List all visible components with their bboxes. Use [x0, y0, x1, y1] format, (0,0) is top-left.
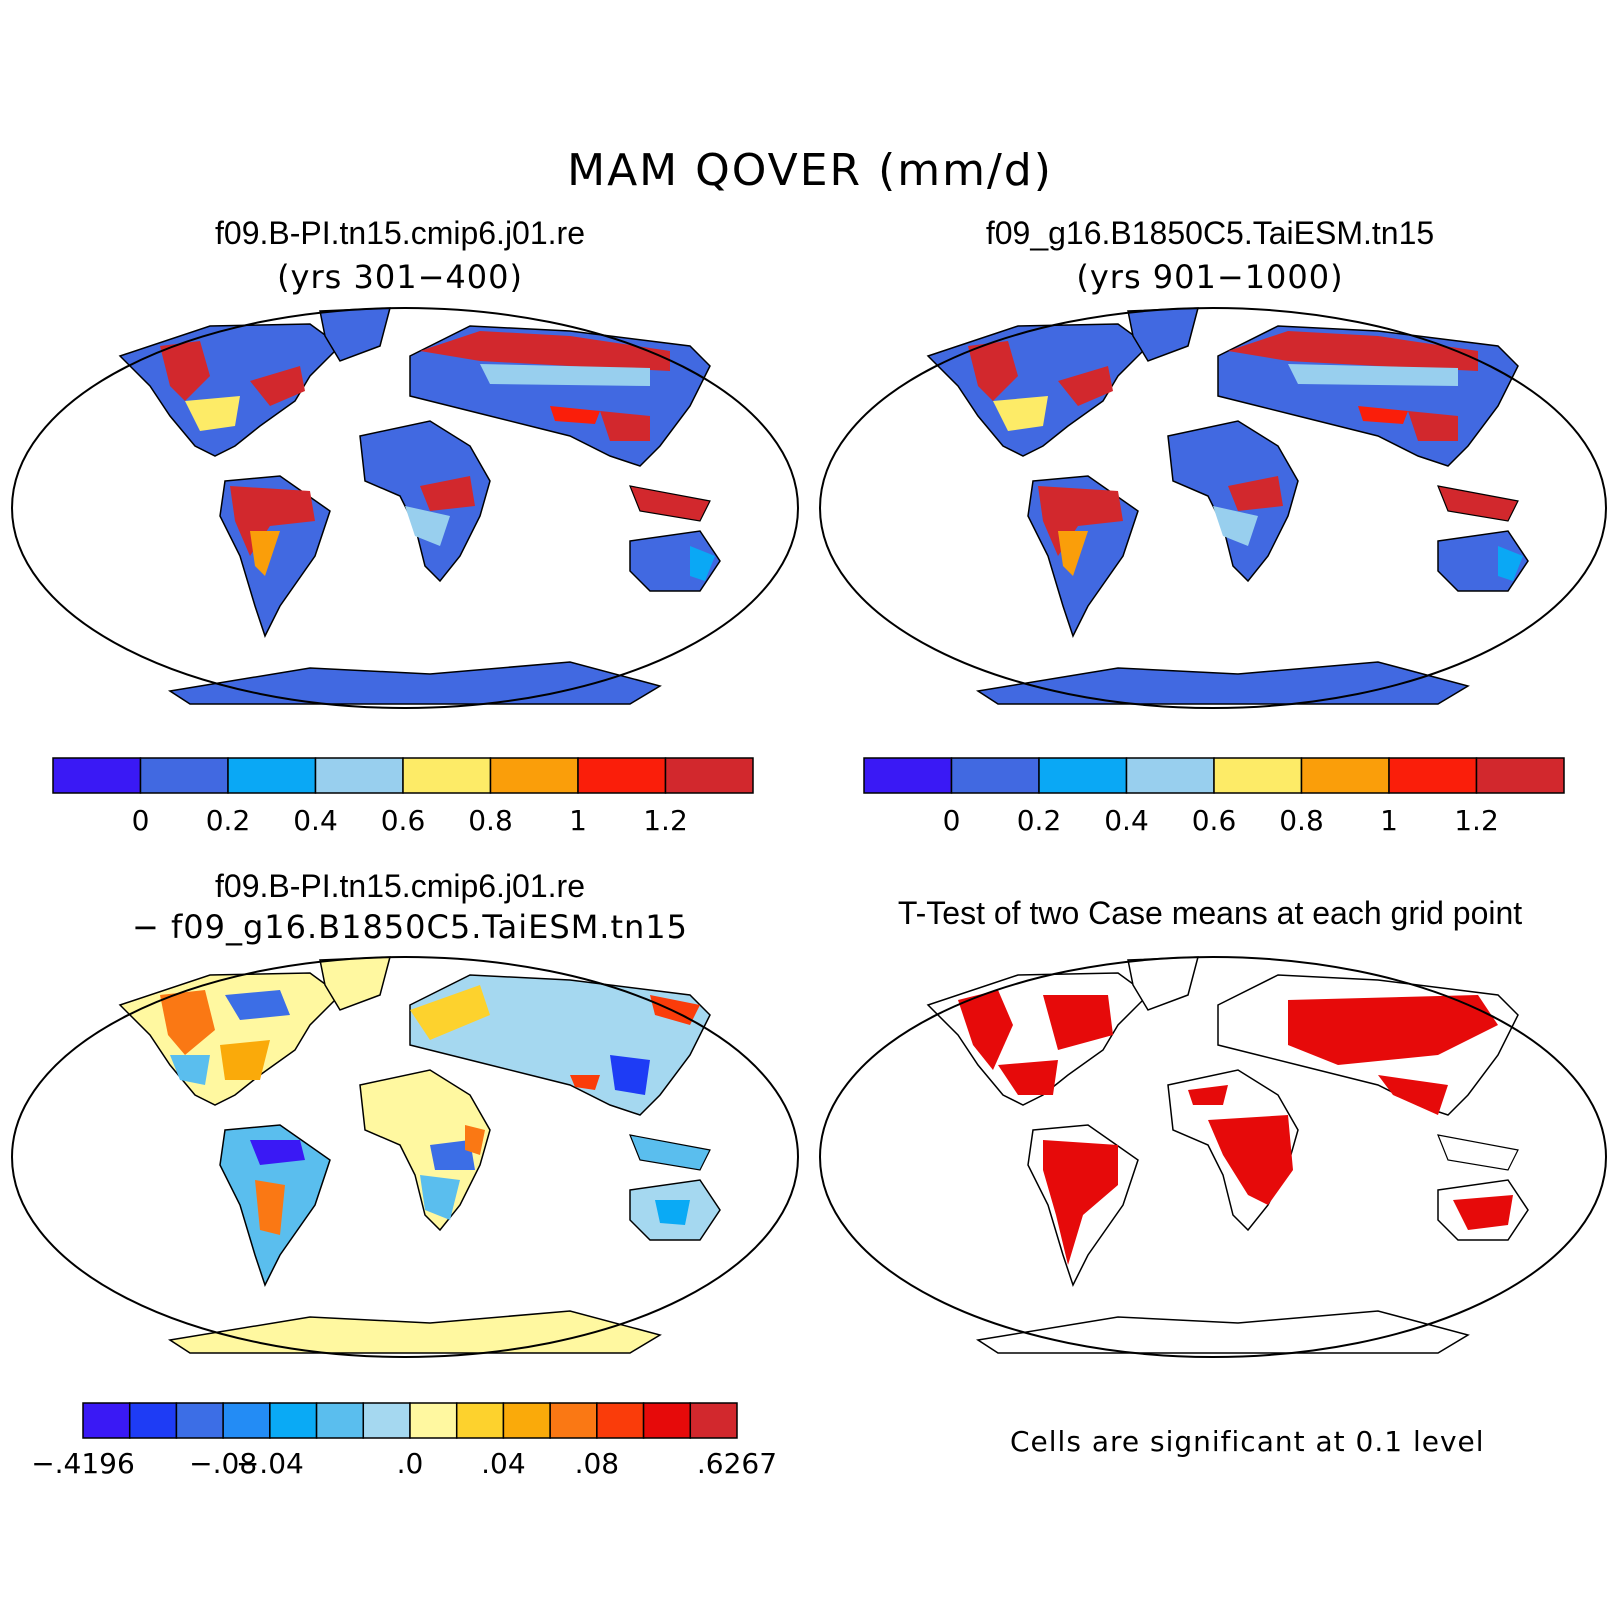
panel2-map-border: [819, 307, 1607, 709]
cb3-box-12: [642, 1402, 692, 1439]
cb1-label-2: 0.4: [293, 804, 338, 837]
cb3-box-11: [596, 1402, 645, 1439]
figure-title: MAM QOVER (mm/d): [567, 145, 1053, 196]
significance-note: Cells are significant at 0.1 level: [1010, 1425, 1485, 1458]
cb2-label-3: 0.6: [1192, 804, 1237, 837]
panel2-title: f09_g16.B1850C5.TaiESM.tn15: [985, 215, 1435, 251]
cb1-box-0: [52, 757, 142, 794]
cb1-label-4: 0.8: [468, 804, 513, 837]
cb1-box-2: [227, 757, 317, 794]
cb1-box-7: [664, 757, 754, 794]
cb2-label-6: 1.2: [1454, 804, 1499, 837]
panel1-land: [118, 307, 721, 705]
cb2-label-0: 0: [943, 804, 961, 837]
amazon-fringe: [250, 531, 280, 576]
tibet-wet: [550, 406, 600, 424]
cb1-label-0: 0: [132, 804, 150, 837]
eurasia-band: [480, 364, 650, 386]
cb2-label-1: 0.2: [1017, 804, 1062, 837]
cb3-label-1: −.08: [189, 1447, 257, 1480]
cb1-box-1: [139, 757, 229, 794]
colorbar-panel3: −.4196 −.08−.04 .0 .04 .08 .6267: [31, 1402, 777, 1480]
cb2-label-4: 0.8: [1279, 804, 1324, 837]
colorbar-panel3-boxes: [82, 1402, 738, 1439]
cb1-label-1: 0.2: [206, 804, 251, 837]
colorbar-panel2-boxes: [863, 757, 1565, 794]
cb1-label-6: 1.2: [643, 804, 688, 837]
africa-fringe: [405, 506, 450, 546]
cb3-label-5: .08: [575, 1447, 620, 1480]
cb3-box-4: [269, 1402, 318, 1439]
cb3-label-0: −.4196: [31, 1447, 135, 1480]
cb2-box-1: [950, 757, 1040, 794]
cb2-box-5: [1300, 757, 1390, 794]
colorbar-panel1: 0 0.2 0.4 0.6 0.8 1 1.2: [52, 757, 754, 837]
na-mid: [185, 396, 240, 431]
cb1-label-3: 0.6: [381, 804, 426, 837]
cb3-box-5: [315, 1402, 365, 1439]
panel3-subtitle: − f09_g16.B1850C5.TaiESM.tn15: [131, 908, 689, 946]
panel4-title: T-Test of two Case means at each grid po…: [897, 895, 1523, 931]
panel3-title: f09.B-PI.tn15.cmip6.j01.re: [215, 868, 585, 904]
colorbar-panel2-labels: 0 0.2 0.4 0.6 0.8 1 1.2: [943, 804, 1499, 837]
na-east-wet: [250, 366, 305, 406]
panel3-map: [11, 956, 799, 1358]
cb2-box-2: [1038, 757, 1128, 794]
panel4-map: [819, 956, 1607, 1358]
panel2-subtitle: (yrs 901−1000): [1076, 258, 1344, 296]
cb3-box-8: [455, 1402, 505, 1439]
panel3-land: [118, 956, 721, 1354]
cb1-box-3: [314, 757, 404, 794]
antarctica: [167, 661, 662, 705]
cb3-label-2: −.04: [236, 1447, 304, 1480]
cb3-box-7: [409, 1402, 458, 1439]
cb3-label-6: .6267: [697, 1447, 777, 1480]
cb1-box-4: [402, 757, 492, 794]
cb2-box-4: [1213, 757, 1303, 794]
eurasia-north-wet: [420, 331, 670, 371]
cb2-label-2: 0.4: [1104, 804, 1149, 837]
colorbar-panel3-labels: −.4196 −.08−.04 .0 .04 .08 .6267: [31, 1447, 777, 1480]
cb3-box-1: [128, 1402, 178, 1439]
africa-wet: [420, 476, 475, 511]
panel1-map-border: [11, 307, 799, 709]
africa: [359, 420, 491, 583]
maritime-continent: [629, 485, 711, 522]
panel1-title: f09.B-PI.tn15.cmip6.j01.re: [215, 215, 585, 251]
cb3-box-0: [82, 1402, 131, 1439]
panel3-map-border: [11, 956, 799, 1358]
cb2-box-6: [1388, 757, 1478, 794]
panel4-map-border: [819, 956, 1607, 1358]
panel1-map: [11, 307, 799, 709]
cb3-box-13: [689, 1402, 738, 1439]
cb1-label-5: 1: [569, 804, 587, 837]
cb3-box-9: [502, 1402, 551, 1439]
cb2-box-0: [863, 757, 953, 794]
australia-east: [690, 546, 715, 581]
cb2-label-5: 1: [1380, 804, 1398, 837]
colorbar-panel1-boxes: [52, 757, 754, 794]
na-west-wet: [160, 341, 210, 401]
cb1-box-6: [577, 757, 667, 794]
cb3-box-10: [549, 1402, 598, 1439]
cb3-box-3: [222, 1402, 271, 1439]
cb2-box-3: [1125, 757, 1215, 794]
panel2-land: [926, 307, 1529, 705]
cb3-label-3: .0: [397, 1447, 424, 1480]
cb1-box-5: [489, 757, 579, 794]
panel1-subtitle: (yrs 301−400): [277, 258, 523, 296]
north-america: [118, 323, 342, 457]
east-asia-wet: [600, 411, 650, 441]
panel2-map: [819, 307, 1607, 709]
cb3-label-4: .04: [481, 1447, 526, 1480]
colorbar-panel2: 0 0.2 0.4 0.6 0.8 1 1.2: [863, 757, 1565, 837]
cb3-box-2: [175, 1402, 224, 1439]
panel4-land: [926, 956, 1529, 1354]
colorbar-panel1-labels: 0 0.2 0.4 0.6 0.8 1 1.2: [132, 804, 688, 837]
cb2-box-7: [1475, 757, 1565, 794]
cb3-box-6: [362, 1402, 411, 1439]
